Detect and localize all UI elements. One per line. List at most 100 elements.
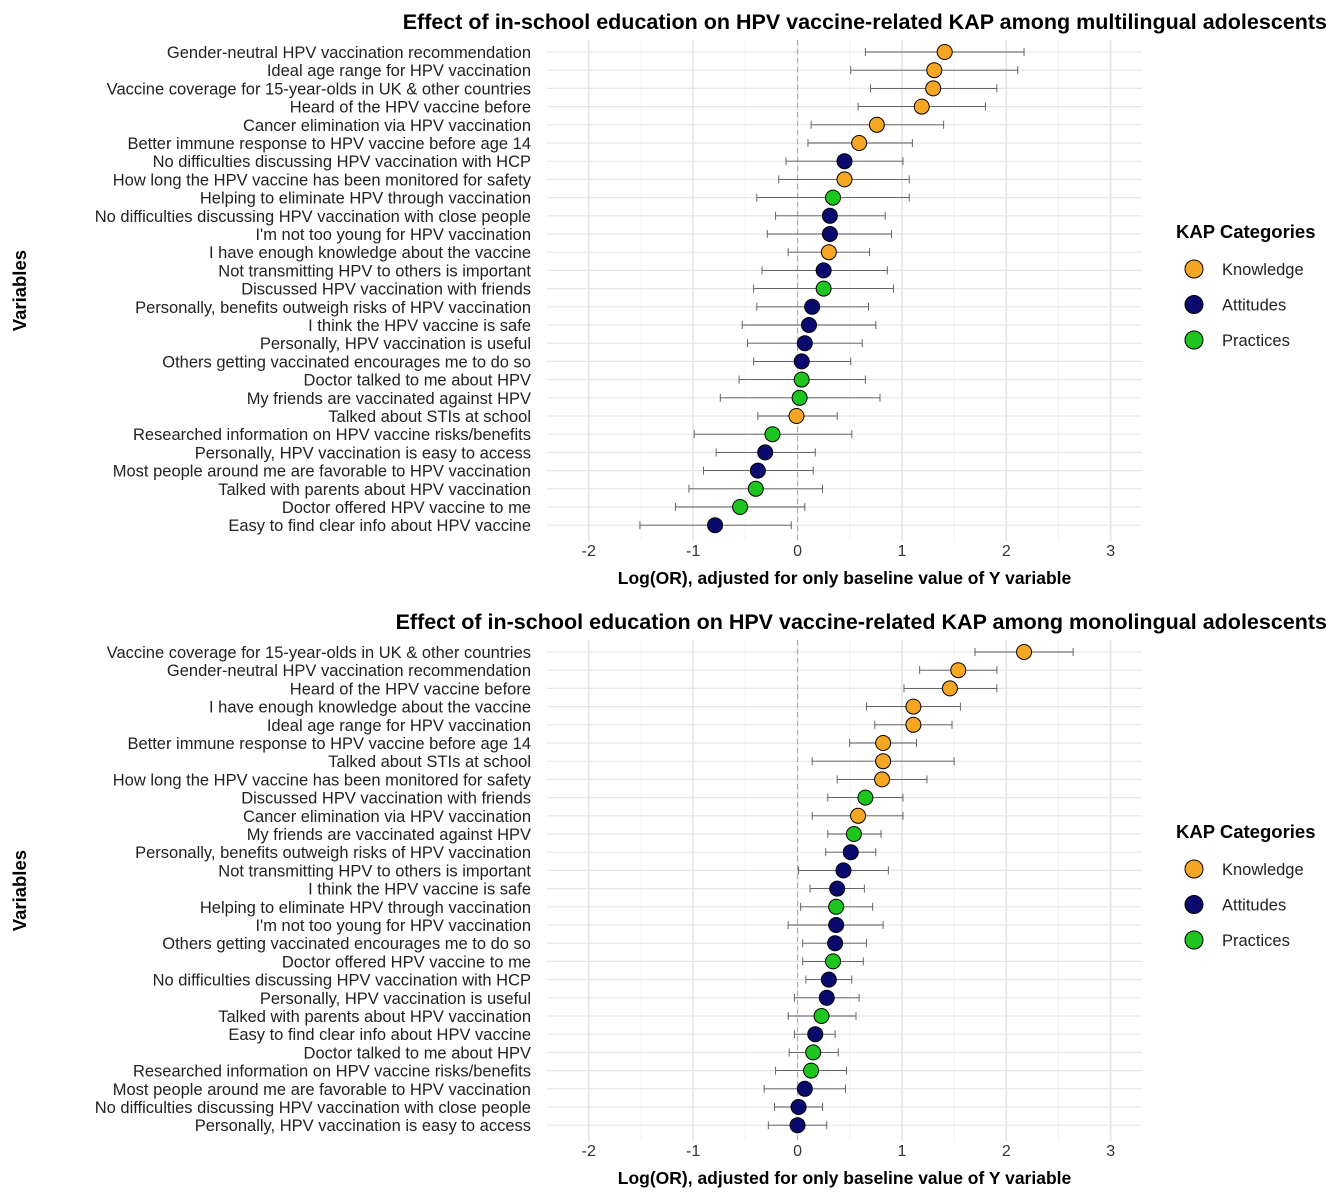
legend-title: KAP Categories [1176,821,1315,842]
estimate-point [757,444,774,461]
legend-key [1184,930,1204,950]
variable-label: My friends are vaccinated against HPV [247,826,531,844]
estimate-point [815,280,832,297]
variable-label: Easy to find clear info about HPV vaccin… [228,517,531,535]
estimate-point [836,171,853,188]
estimate-point [796,335,813,352]
estimate-point [835,862,852,879]
y-axis-label: Variables [9,250,30,331]
variable-label: Talked with parents about HPV vaccinatio… [218,481,531,499]
estimate-point [732,499,749,515]
x-tick-label: 0 [793,1143,802,1160]
legend-title: KAP Categories [1176,221,1315,242]
variable-label: I have enough knowledge about the vaccin… [209,699,531,717]
variable-label: No difficulties discussing HPV vaccinati… [95,1099,531,1117]
variable-label: Personally, benefits outweigh risks of H… [135,844,531,862]
legend: KAP Categories Knowledge Attitudes Practice… [1176,821,1315,950]
estimate-point [1016,644,1033,660]
variable-label: Vaccine coverage for 15-year-olds in UK … [107,644,531,662]
variable-label: Discussed HPV vaccination with friends [241,790,531,808]
variable-label: Better immune response to HPV vaccine be… [127,135,531,153]
legend-label: Knowledge [1222,861,1304,879]
variable-label: No difficulties discussing HPV vaccinati… [95,208,531,226]
estimate-point [807,1026,824,1043]
estimate-point [820,971,837,988]
variable-label: Personally, benefits outweigh risks of H… [135,299,531,317]
estimate-point [845,826,862,842]
variable-label: Doctor talked to me about HPV [304,1044,531,1062]
estimate-point [825,953,842,970]
estimate-point [905,698,922,715]
legend-label: Attitudes [1222,297,1286,315]
variable-label: Personally, HPV vaccination is easy to a… [195,444,531,462]
legend-key [1184,895,1204,914]
chart-title: Effect of in-school education on HPV vac… [396,610,1327,634]
estimate-point [913,98,930,115]
estimate-point [874,771,891,788]
estimate-point [804,298,821,315]
estimate-point [821,226,838,242]
variable-label: Ideal age range for HPV vaccination [267,717,531,735]
estimate-point [790,1099,807,1115]
estimate-point [801,317,818,333]
variable-label: Personally, HPV vaccination is useful [260,335,531,353]
estimate-point [842,844,859,861]
estimate-point [875,735,892,751]
estimate-point [857,789,874,806]
chart-svg: Effect of in-school education on HPV vac… [9,10,1327,588]
estimate-point [926,62,943,79]
variable-label: I think the HPV vaccine is safe [308,317,531,335]
x-tick-label: 2 [1002,543,1011,560]
estimate-point [818,989,835,1006]
legend-key [1184,859,1204,879]
x-tick-label: 0 [793,543,802,560]
x-tick-label: 2 [1002,1143,1011,1160]
estimate-point [793,371,810,388]
variable-label: Better immune response to HPV vaccine be… [127,735,531,753]
estimate-point [827,935,844,952]
x-tick-label: -1 [686,543,700,560]
estimate-point [749,462,766,479]
variable-label: Researched information on HPV vaccine ri… [133,426,531,444]
variable-label: I have enough knowledge about the vaccin… [209,244,531,262]
estimate-point [875,753,892,770]
x-tick-label: 1 [897,543,906,560]
variable-label: Helping to eliminate HPV through vaccina… [200,899,531,917]
variable-label: Discussed HPV vaccination with friends [241,281,531,299]
variable-label: No difficulties discussing HPV vaccinati… [153,972,531,990]
estimate-point [941,680,958,697]
estimate-point [815,262,832,279]
x-axis-label: Log(OR), adjusted for only baseline valu… [618,1168,1072,1188]
estimate-point [905,716,922,733]
variable-label: Vaccine coverage for 15-year-olds in UK … [107,80,531,98]
variable-label: Heard of the HPV vaccine before [290,99,531,117]
estimate-point [828,917,845,933]
chart-title: Effect of in-school education on HPV vac… [403,10,1327,34]
y-axis-label: Variables [9,850,30,931]
estimate-point [813,1008,830,1024]
estimate-point [950,662,967,679]
x-tick-label: -1 [686,1143,700,1160]
variable-label: My friends are vaccinated against HPV [247,390,531,408]
forest-plot-multilingual: Effect of in-school education on HPV vac… [0,0,1343,596]
estimate-point [828,898,845,915]
variable-label: No difficulties discussing HPV vaccinati… [153,153,531,171]
variable-label: How long the HPV vaccine has been monito… [113,771,532,789]
variable-label: Not transmitting HPV to others is import… [218,262,531,280]
variable-label: Most people around me are favorable to H… [113,1081,531,1099]
forest-plot-monolingual: Effect of in-school education on HPV vac… [0,600,1343,1196]
variable-label: Doctor offered HPV vaccine to me [282,499,531,517]
variable-label: Doctor talked to me about HPV [304,372,531,390]
legend-key [1184,330,1204,350]
estimate-point [803,1062,820,1079]
estimate-point [868,116,885,133]
legend-label: Practices [1222,332,1290,350]
variable-label: How long the HPV vaccine has been monito… [113,171,532,189]
variable-label: Cancer elimination via HPV vaccination [243,117,531,135]
estimate-point [764,426,781,443]
variable-label: Talked about STIs at school [328,408,531,426]
estimate-point [829,880,846,897]
x-tick-label: -2 [582,1143,596,1160]
estimate-point [805,1044,822,1061]
estimate-point [820,244,837,261]
